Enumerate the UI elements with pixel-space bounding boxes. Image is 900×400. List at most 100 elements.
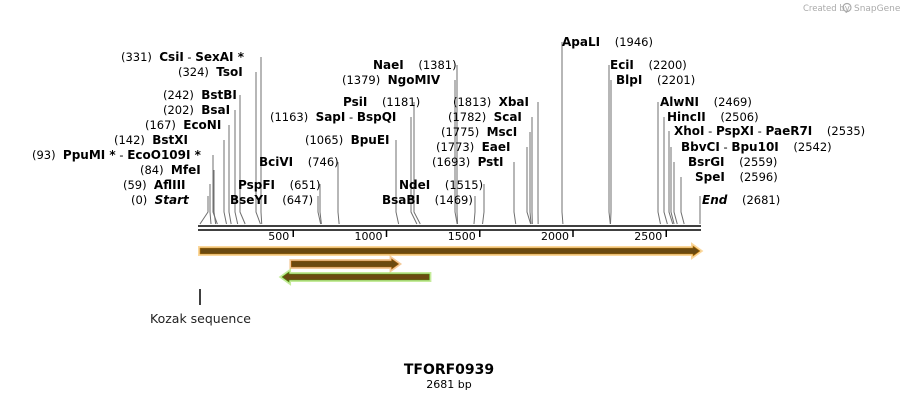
site-label-bsabi[interactable]: BsaBI (1469) [382, 193, 473, 207]
site-leader-bstbi [239, 95, 246, 225]
site-label-xbai[interactable]: (1813) XbaI [453, 95, 529, 109]
enzyme-name: BsrGI [688, 155, 725, 169]
site-position: (647) [282, 193, 313, 207]
site-leader-blpi [609, 80, 612, 225]
credit: Created by SnapGene [803, 2, 900, 14]
enzyme-name: PspXI [716, 124, 754, 138]
enzyme-name: PaeR7I [766, 124, 813, 138]
site-leader-pspfi [319, 184, 322, 225]
site-label-ecii[interactable]: EciI (2200) [610, 58, 687, 72]
site-label-pspfi[interactable]: PspFI (651) [238, 178, 321, 192]
site-label-bstbi[interactable]: (242) BstBI [163, 88, 237, 102]
site-label-eaei[interactable]: (1773) EaeI [436, 140, 510, 154]
site-label-ndei[interactable]: NdeI (1515) [399, 178, 483, 192]
site-label-start[interactable]: (0) Start [131, 193, 190, 207]
site-position: (93) [32, 148, 56, 162]
site-label-bsai[interactable]: (202) BsaI [163, 103, 230, 117]
tick-label: 500 [268, 230, 289, 243]
site-position: (651) [290, 178, 321, 192]
site-label-alwni[interactable]: AlwNI (2469) [660, 95, 752, 109]
site-leader-apali [561, 42, 564, 225]
site-label-econi[interactable]: (167) EcoNI [145, 118, 221, 132]
site-position: (167) [145, 118, 176, 132]
enzyme-name: MfeI [171, 163, 201, 177]
site-leader-bseyi [317, 196, 322, 225]
site-label-msci[interactable]: (1775) MscI [441, 125, 517, 139]
enzyme-name: NdeI [399, 178, 430, 192]
enzyme-name: BstBI [201, 88, 237, 102]
site-label-mfei[interactable]: (84) MfeI [140, 163, 201, 177]
site-label-bsrgi[interactable]: BsrGI (2559) [688, 155, 777, 169]
site-leader-ecii [608, 65, 611, 225]
site-leader-bstxi [223, 140, 227, 225]
site-leader-afliii [209, 184, 212, 225]
site-label-psti[interactable]: (1693) PstI [432, 155, 504, 169]
site-position: (1946) [615, 35, 653, 49]
tick-label: 2500 [634, 230, 662, 243]
enzyme-name: PsiI [343, 95, 367, 109]
enzyme-name: BbvCI [681, 140, 720, 154]
tick-label: 2000 [541, 230, 569, 243]
enzyme-name: AlwNI [660, 95, 699, 109]
site-label-blpi[interactable]: BlpI (2201) [616, 73, 695, 87]
site-leader-start [199, 196, 209, 225]
site-position: (0) [131, 193, 147, 207]
enzyme-name: PstI [478, 155, 504, 169]
site-position: (2506) [720, 110, 758, 124]
site-label-ppumi[interactable]: (93) PpuMI * - EcoO109I * [32, 148, 202, 162]
site-leader-psti [513, 162, 517, 225]
snapgene-logo-icon [842, 2, 852, 13]
site-position: (1515) [445, 178, 483, 192]
enzyme-name: ApaLI [562, 35, 600, 49]
credit-prefix: Created by [803, 4, 850, 14]
site-label-xhoi[interactable]: XhoI - PspXI - PaeR7I (2535) [674, 124, 865, 138]
kozak-feature[interactable]: Kozak sequence [150, 289, 251, 326]
site-label-ngomiv[interactable]: (1379) NgoMIV [342, 73, 441, 87]
site-label-bpuei[interactable]: (1065) BpuEI [305, 133, 390, 147]
site-label-end[interactable]: End (2681) [702, 193, 780, 207]
tick-label: 1000 [354, 230, 382, 243]
site-label-spei[interactable]: SpeI (2596) [695, 170, 778, 184]
enzyme-name: EciI [610, 58, 634, 72]
enzyme-name: SapI [316, 110, 346, 124]
site-position: (1773) [436, 140, 474, 154]
site-leader-ngomiv [454, 80, 458, 225]
site-label-bcivi[interactable]: BciVI (746) [259, 155, 339, 169]
site-position: (84) [140, 163, 164, 177]
enzyme-name: TsoI [216, 65, 242, 79]
enzyme-name: BsaBI [382, 193, 420, 207]
site-labels: (0) Start BseYI (647) (59) AflIII PspFI (65… [32, 35, 865, 207]
site-leader-bpuei [395, 140, 400, 225]
site-label-csii[interactable]: (331) CsiI - SexAI * [121, 50, 245, 64]
site-label-bstxi[interactable]: (142) BstXI [114, 133, 188, 147]
feature-arrow-orf-inner[interactable] [291, 258, 400, 270]
site-position: (2596) [739, 170, 777, 184]
site-position: (1181) [382, 95, 420, 109]
sequence-title: TFORF0939 [404, 362, 494, 378]
site-position: (242) [163, 88, 194, 102]
site-label-scai[interactable]: (1782) ScaI [448, 110, 522, 124]
site-position: (1163) [270, 110, 308, 124]
site-position: (2535) [827, 124, 865, 138]
site-label-hincii[interactable]: HincII (2506) [667, 110, 759, 124]
site-label-sapi[interactable]: (1163) SapI - BspQI [270, 110, 396, 124]
feature-arrow-orf-reverse[interactable] [281, 271, 430, 283]
site-position: (1469) [435, 193, 473, 207]
site-leader-ndei [482, 184, 485, 225]
site-label-naei[interactable]: NaeI (1381) [373, 58, 457, 72]
site-label-psii[interactable]: PsiI (1181) [343, 95, 420, 109]
site-label-tsoi[interactable]: (324) TsoI [178, 65, 243, 79]
site-label-bseyi[interactable]: BseYI (647) [230, 193, 313, 207]
features[interactable] [198, 242, 704, 286]
site-position: (59) [123, 178, 147, 192]
site-label-bbvci[interactable]: BbvCI - Bpu10I (2542) [681, 140, 832, 154]
site-label-afliii[interactable]: (59) AflIII [123, 178, 186, 192]
enzyme-name: NaeI [373, 58, 404, 72]
ruler-ticks: 500 1000 1500 2000 2500 [268, 230, 667, 243]
site-leader-bsabi [473, 196, 476, 225]
site-label-apali[interactable]: ApaLI (1946) [562, 35, 653, 49]
feature-arrow-orf-full[interactable] [199, 245, 701, 257]
site-position: (1381) [418, 58, 456, 72]
site-position: (324) [178, 65, 209, 79]
